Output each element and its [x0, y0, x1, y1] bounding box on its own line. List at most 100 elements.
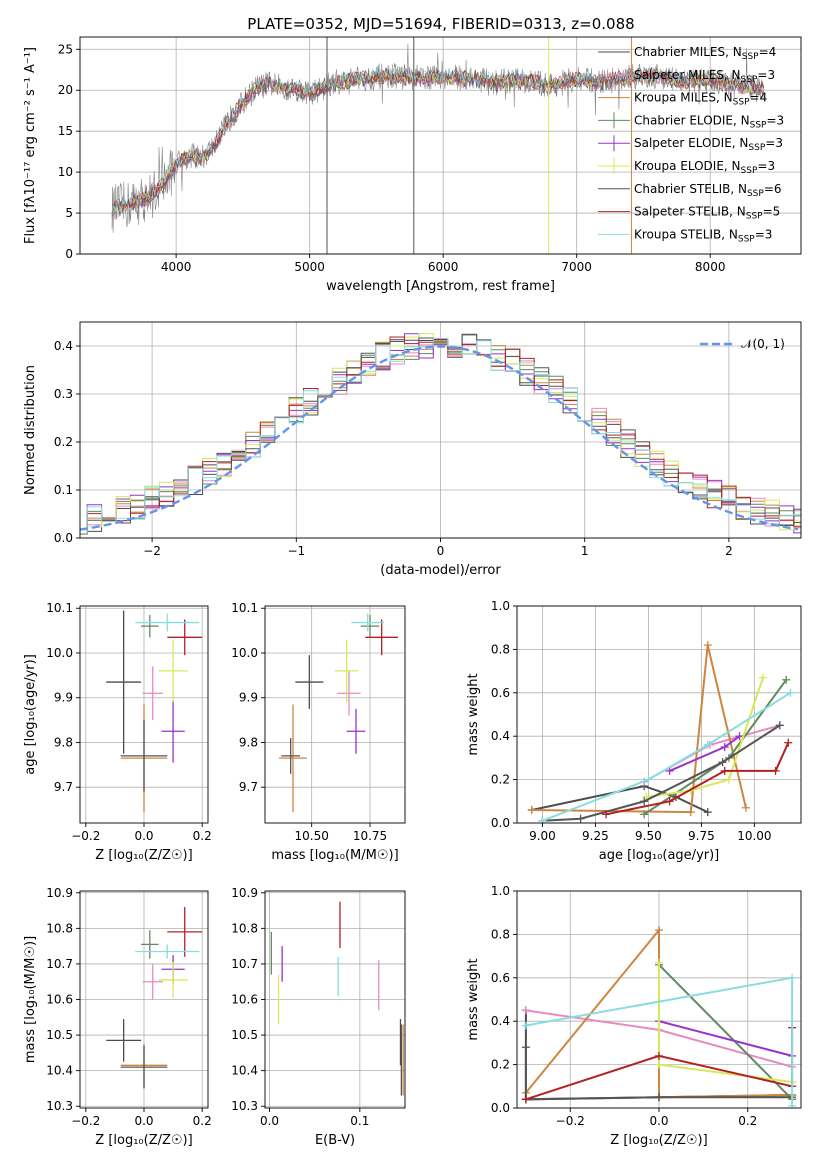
x-tick-label: 0.0: [649, 1114, 668, 1128]
y-tick-label: 10.3: [46, 1099, 73, 1113]
mass-weight-marker: [788, 1101, 797, 1108]
residual-histogram: [80, 337, 801, 535]
plot-area: [270, 901, 404, 1096]
data-point: [135, 944, 200, 959]
chart-spectrum: 4000 5000 6000 7000 8000 0 5 10 15 20 25 wavelength…: [23, 36, 802, 294]
y-tick-label: 10.9: [231, 886, 258, 900]
data-point: [161, 699, 185, 763]
x-tick-label: 0.0: [134, 1114, 153, 1128]
y-tick-label: 10.4: [46, 1064, 73, 1078]
legend-entry: Chabrier MILES, NSSP=4: [634, 45, 776, 62]
y-axis-label: mass [log₁₀(M/M☉)]: [23, 936, 38, 1063]
chart-mass_weight_vs_age: 9.00 9.25 9.50 9.75 10.00 0.0 0.2 0.4 0.6 0.8 1.0 a…: [466, 599, 802, 863]
plot-area: [106, 907, 203, 1089]
y-tick-label: 20: [58, 83, 73, 97]
spectrum-model-line: [111, 67, 764, 215]
y-tick-label: 10.9: [46, 886, 73, 900]
x-axis-label: Z [log₁₀(Z/Z☉)]: [610, 1133, 707, 1148]
data-point: [346, 708, 366, 754]
axes-frame: [264, 605, 406, 824]
y-tick-label: 10.5: [46, 1028, 73, 1042]
mass-weight-marker: [724, 775, 733, 784]
mass-weight-marker: [655, 926, 663, 935]
y-tick-label: 9.9: [54, 691, 73, 705]
figure-title: PLATE=0352, MJD=51694, FIBERID=0313, z=0…: [247, 15, 634, 33]
mass-weight-marker: [655, 1060, 663, 1069]
mass-weight-marker: [703, 641, 712, 650]
y-tick-label: 10.7: [46, 957, 73, 971]
legend-entry: Kroupa MILES, NSSP=4: [634, 91, 767, 108]
x-tick-label: 10.00: [737, 829, 771, 843]
y-axis-label: mass weight: [466, 673, 481, 755]
legend-entry: Salpeter ELODIE, NSSP=3: [634, 136, 783, 153]
y-tick-label: 10.0: [231, 646, 258, 660]
x-tick-label: 9.25: [582, 829, 609, 843]
data-point: [279, 704, 307, 812]
x-tick-label: 0.2: [193, 1114, 212, 1128]
x-tick-label: 2: [725, 544, 733, 558]
x-axis-label: Z [log₁₀(Z/Z☉)]: [95, 848, 192, 863]
y-tick-label: 0.0: [491, 1101, 510, 1115]
plot-area: [521, 926, 797, 1108]
legend-entry: 𝒩(0, 1): [741, 337, 785, 351]
mass-weight-marker: [735, 732, 744, 741]
y-tick-label: 9.9: [239, 691, 258, 705]
data-point: [142, 963, 163, 1000]
mass-weight-marker: [771, 766, 780, 775]
chart-residuals: −2 −1 0 1 2 0.0 0.1 0.2 0.3 0.4 (data-model)/error…: [23, 321, 802, 578]
y-tick-label: 1.0: [491, 884, 510, 898]
y-tick-label: 25: [58, 42, 73, 56]
mass-weight-marker: [703, 740, 712, 749]
y-tick-label: 10.8: [231, 921, 258, 935]
y-tick-label: 10.0: [46, 646, 73, 660]
mass-weight-marker: [786, 688, 795, 697]
data-point: [351, 613, 384, 632]
y-tick-label: 9.7: [239, 780, 258, 794]
chart-mass_weight_vs_Z: −0.2 0.0 0.2 0.0 0.2 0.4 0.6 0.8 1.0 Z [log₁₀(Z/Z…: [466, 884, 802, 1148]
x-tick-label: 9.75: [688, 829, 715, 843]
data-point: [106, 1019, 142, 1062]
y-tick-label: 0.6: [491, 686, 510, 700]
y-tick-label: 10.1: [231, 601, 258, 615]
x-axis-label: (data-model)/error: [380, 563, 501, 578]
data-point: [141, 930, 159, 959]
x-tick-label: −0.2: [71, 1114, 100, 1128]
y-tick-label: 9.8: [239, 735, 258, 749]
y-tick-label: 0.6: [491, 971, 510, 985]
mass-weight-series: [542, 691, 791, 822]
y-tick-label: 10.8: [46, 921, 73, 935]
mass-weight-marker: [775, 721, 784, 730]
y-tick-label: 10: [58, 165, 73, 179]
legend-entry: Salpeter STELIB, NSSP=5: [634, 205, 780, 222]
data-point: [141, 614, 159, 638]
plot-area: [111, 37, 764, 254]
x-tick-label: 10.75: [353, 829, 387, 843]
mass-weight-marker: [655, 1051, 663, 1060]
mass-weight-marker: [720, 766, 729, 775]
x-axis-label: E(B-V): [315, 1133, 355, 1148]
x-tick-label: 0.0: [260, 1114, 279, 1128]
chart-mass_vs_ebv: 0.0 0.1 10.3 10.4 10.5 10.6 10.7 10.8 10.9 E(B-V): [231, 886, 406, 1148]
x-tick-label: 0: [437, 544, 445, 558]
mass-weight-marker: [640, 797, 649, 806]
mass-weight-series: [643, 724, 781, 783]
y-tick-label: 0.2: [491, 1058, 510, 1072]
x-axis-label: wavelength [Angstrom, rest frame]: [326, 279, 555, 294]
mass-weight-marker: [758, 673, 767, 682]
data-point: [142, 666, 163, 721]
x-axis-label: mass [log₁₀(M/M☉)]: [271, 848, 398, 863]
x-tick-label: 10.50: [294, 829, 328, 843]
y-tick-label: 10.6: [231, 993, 258, 1007]
x-tick-label: 4000: [161, 260, 192, 274]
x-tick-label: −0.2: [71, 829, 100, 843]
chart-mass_vs_Z: −0.2 0.0 0.2 10.3 10.4 10.5 10.6 10.7 10.8 10.9 Z …: [23, 886, 212, 1148]
mass-weight-marker: [718, 758, 727, 767]
data-point: [120, 720, 168, 792]
x-tick-label: −1: [287, 544, 305, 558]
x-tick-label: 0.2: [738, 1114, 757, 1128]
x-tick-label: 0.0: [134, 829, 153, 843]
data-point: [337, 670, 361, 716]
mass-weight-marker: [521, 1095, 530, 1104]
x-tick-label: 9.50: [635, 829, 662, 843]
